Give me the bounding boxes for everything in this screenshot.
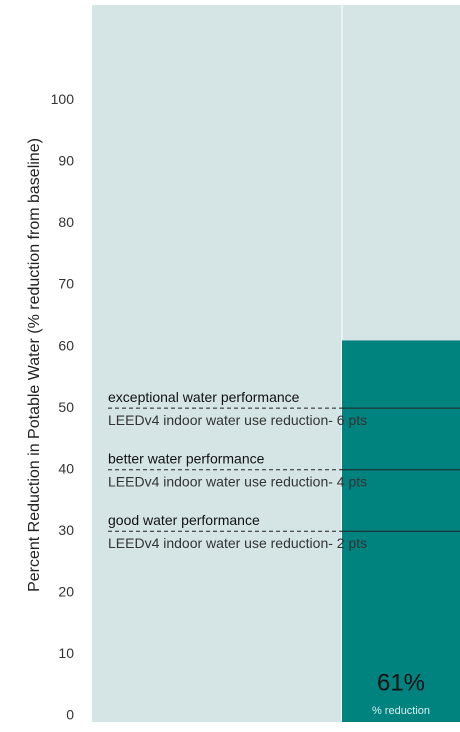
y-axis-label: Percent Reduction in Potable Water (% re… xyxy=(26,138,43,592)
y-tick-label: 90 xyxy=(58,153,74,169)
y-tick-label: 0 xyxy=(66,707,74,723)
y-tick-label: 80 xyxy=(58,214,74,230)
y-tick-label: 30 xyxy=(58,522,74,538)
threshold-subtitle: LEEDv4 indoor water use reduction- 6 pts xyxy=(108,412,367,428)
y-tick-label: 20 xyxy=(58,584,74,600)
y-tick-label: 70 xyxy=(58,276,74,292)
threshold-title: exceptional water performance xyxy=(108,389,300,405)
y-tick-label: 50 xyxy=(58,399,74,415)
threshold-subtitle: LEEDv4 indoor water use reduction- 4 pts xyxy=(108,473,367,489)
y-tick-label: 100 xyxy=(51,91,75,107)
y-tick-label: 10 xyxy=(58,645,74,661)
value-label: 61% xyxy=(377,669,425,696)
y-tick-label: 60 xyxy=(58,337,74,353)
y-tick-label: 40 xyxy=(58,460,74,476)
threshold-subtitle: LEEDv4 indoor water use reduction- 2 pts xyxy=(108,535,367,551)
value-sublabel: % reduction xyxy=(372,705,430,717)
threshold-title: better water performance xyxy=(108,450,265,466)
threshold-title: good water performance xyxy=(108,512,260,528)
